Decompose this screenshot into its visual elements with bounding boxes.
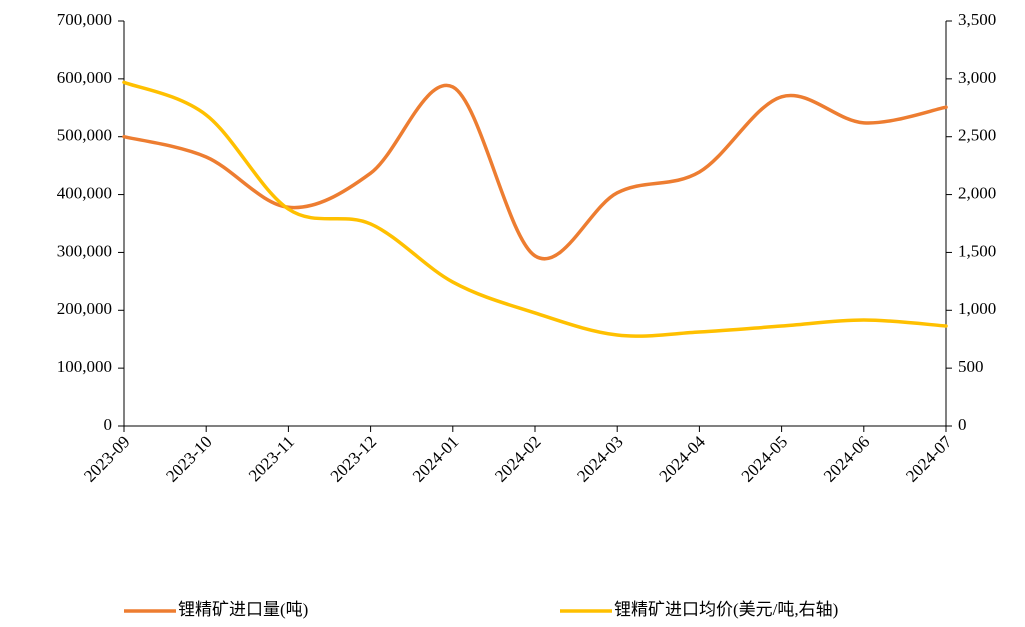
x-tick-label: 2023-12 xyxy=(327,432,381,486)
y2-tick-label: 3,000 xyxy=(958,68,996,87)
series-line xyxy=(122,83,948,261)
x-tick-label: 2024-05 xyxy=(738,432,792,486)
y-tick-label: 0 xyxy=(104,415,113,434)
x-tick-label: 2024-04 xyxy=(655,432,709,486)
series-line xyxy=(122,80,948,338)
y-tick-label: 300,000 xyxy=(57,241,112,260)
y-tick-label: 600,000 xyxy=(57,68,112,87)
y-tick-label: 400,000 xyxy=(57,183,112,202)
x-tick-label: 2024-07 xyxy=(902,432,956,486)
x-tick-label: 2023-09 xyxy=(80,432,134,486)
x-tick-label: 2024-06 xyxy=(820,432,874,486)
y2-tick-label: 500 xyxy=(958,357,984,376)
y-tick-label: 500,000 xyxy=(57,126,112,145)
y2-tick-label: 2,000 xyxy=(958,183,996,202)
x-tick-label: 2024-03 xyxy=(573,432,627,486)
y-tick-label: 200,000 xyxy=(57,299,112,318)
y2-tick-label: 1,500 xyxy=(958,241,996,260)
y2-tick-label: 3,500 xyxy=(958,10,996,29)
legend-label: 锂精矿进口均价(美元/吨,右轴) xyxy=(614,600,838,619)
y-tick-label: 100,000 xyxy=(57,357,112,376)
x-tick-label: 2023-10 xyxy=(162,432,216,486)
y-tick-label: 700,000 xyxy=(57,10,112,29)
y2-tick-label: 2,500 xyxy=(958,126,996,145)
y2-tick-label: 1,000 xyxy=(958,299,996,318)
y2-tick-label: 0 xyxy=(958,415,967,434)
legend-label: 锂精矿进口量(吨) xyxy=(178,600,308,619)
x-tick-label: 2024-02 xyxy=(491,432,545,486)
x-tick-label: 2023-11 xyxy=(245,432,298,485)
x-tick-label: 2024-01 xyxy=(409,432,463,486)
